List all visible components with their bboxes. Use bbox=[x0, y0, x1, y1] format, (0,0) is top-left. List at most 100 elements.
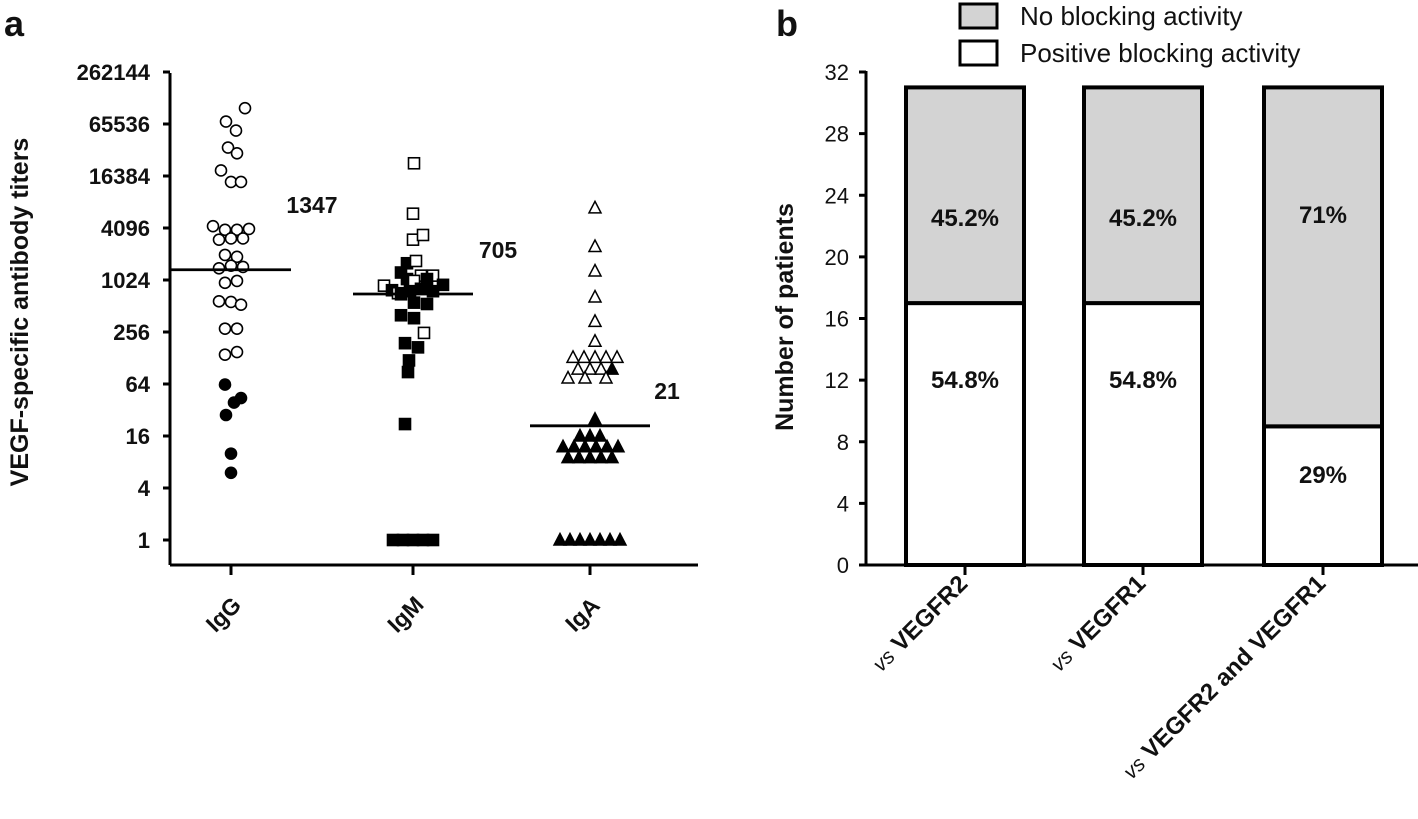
bar-positive-segment bbox=[904, 301, 1026, 567]
igg-point bbox=[238, 101, 252, 115]
tick-prefix: vs bbox=[1047, 645, 1078, 676]
panel-a-x-tick-label: IgA bbox=[560, 592, 605, 637]
iga-point bbox=[560, 449, 576, 464]
panel-a-x-tick-label: IgM bbox=[382, 591, 428, 637]
panel-b-y-axis-title: Number of patients bbox=[771, 203, 799, 431]
igg-point bbox=[212, 233, 226, 246]
igg-point bbox=[221, 141, 235, 154]
igg-point bbox=[224, 466, 238, 480]
panel-b-x-tick-label: vsVEGFR2 bbox=[866, 570, 973, 677]
panel-b-x-tick-label: vsVEGFR2 and VEGFR1 bbox=[1117, 570, 1331, 784]
igg-point bbox=[214, 164, 228, 177]
iga-point bbox=[565, 349, 581, 364]
panel-b-y-tick-label: 16 bbox=[825, 307, 849, 332]
panel-a-y-axis-title: VEGF-specific antibody titers bbox=[6, 138, 34, 487]
iga-point bbox=[576, 349, 592, 364]
igm-point bbox=[407, 311, 421, 325]
iga-point bbox=[572, 531, 588, 546]
igg-point bbox=[219, 408, 233, 422]
tick-name: VEGFR2 and VEGFR1 bbox=[1137, 570, 1331, 764]
tick-name: VEGFR2 bbox=[886, 570, 973, 657]
iga-point bbox=[598, 349, 614, 364]
iga-point bbox=[566, 438, 582, 453]
igm-point bbox=[401, 365, 415, 379]
igg-point bbox=[212, 261, 226, 275]
igm-point bbox=[394, 308, 408, 322]
iga-point bbox=[587, 313, 603, 328]
panel-a-y-tick-label: 16384 bbox=[89, 164, 151, 189]
iga-point bbox=[587, 333, 603, 348]
panel-b-bars: 45.2% 54.8% 45.2% 54.8% 71% 29% bbox=[904, 85, 1384, 567]
bar-positive-label: 29% bbox=[1299, 462, 1347, 489]
igg-point bbox=[227, 396, 241, 409]
panel-b-x-tick-label: vsVEGFR1 bbox=[1044, 570, 1151, 677]
panel-b-y-tick-label: 12 bbox=[825, 368, 849, 393]
iga-point bbox=[604, 361, 620, 375]
igm-median-label: 705 bbox=[479, 237, 518, 263]
iga-point bbox=[587, 288, 603, 303]
iga-point bbox=[587, 199, 603, 214]
igg-point bbox=[212, 295, 226, 308]
bar-no-blocking-segment bbox=[904, 85, 1026, 306]
iga-point bbox=[593, 361, 609, 375]
panel-a-label: a bbox=[4, 3, 25, 44]
igg-point bbox=[206, 219, 220, 233]
igg-point bbox=[230, 345, 244, 359]
igm-point bbox=[402, 354, 416, 367]
iga-point bbox=[571, 449, 587, 464]
igg-point bbox=[230, 147, 244, 160]
igg-point bbox=[218, 348, 232, 361]
panel-a-points bbox=[206, 101, 628, 547]
tick-name: VEGFR1 bbox=[1064, 570, 1151, 657]
panel-a-y-tick-label: 16 bbox=[126, 424, 150, 449]
legend-swatch bbox=[958, 39, 999, 67]
iga-point bbox=[592, 427, 608, 442]
igg-point bbox=[224, 232, 238, 245]
iga-point bbox=[582, 449, 598, 464]
bar-no-blocking-label: 45.2% bbox=[931, 205, 999, 232]
panel-a-y-tick-label: 256 bbox=[113, 320, 150, 345]
panel-b-y-ticks: 0 4 8 12 16 20 24 28 32 bbox=[825, 60, 866, 578]
panel-a: a VEGF-specific antibody titers 262144 65… bbox=[4, 3, 698, 638]
iga-point bbox=[592, 531, 608, 546]
iga-point bbox=[582, 427, 598, 442]
igg-point bbox=[229, 124, 243, 137]
igg-point bbox=[230, 223, 244, 237]
igg-point bbox=[218, 248, 232, 262]
iga-point bbox=[552, 531, 568, 546]
iga-point bbox=[593, 449, 609, 464]
iga-point bbox=[587, 411, 603, 426]
iga-point bbox=[570, 361, 586, 375]
iga-point bbox=[572, 427, 588, 442]
igg-point bbox=[234, 298, 248, 312]
igg-point bbox=[234, 175, 248, 189]
igm-point bbox=[398, 336, 412, 350]
panel-a-y-tick-label: 65536 bbox=[89, 112, 150, 137]
iga-point bbox=[577, 438, 593, 453]
iga-point bbox=[582, 531, 598, 546]
iga-point bbox=[598, 369, 614, 384]
panel-a-y-tick-label: 64 bbox=[126, 372, 151, 397]
panel-b-y-tick-label: 4 bbox=[837, 491, 849, 516]
igm-point bbox=[406, 207, 420, 220]
igg-point bbox=[224, 447, 238, 460]
panel-a-y-ticks: 262144 65536 16384 4096 1024 256 64 16 4 1 bbox=[77, 60, 170, 553]
panel-b: b Number of patients No blocking activit… bbox=[771, 1, 1418, 784]
iga-point bbox=[560, 369, 576, 384]
tick-prefix: vs bbox=[869, 645, 900, 676]
panel-b-y-tick-label: 28 bbox=[825, 122, 849, 147]
iga-point bbox=[588, 438, 604, 453]
igm-point bbox=[426, 284, 440, 298]
iga-median-label: 21 bbox=[654, 378, 680, 404]
bar-positive-label: 54.8% bbox=[931, 367, 999, 394]
igg-point bbox=[218, 322, 232, 335]
iga-point bbox=[577, 369, 593, 384]
panel-b-label: b bbox=[776, 3, 798, 44]
igg-point bbox=[230, 322, 244, 335]
igg-median-label: 1347 bbox=[286, 192, 337, 218]
iga-point bbox=[604, 449, 620, 464]
panel-a-y-tick-label: 4096 bbox=[101, 216, 150, 241]
legend-label: No blocking activity bbox=[1020, 1, 1243, 31]
